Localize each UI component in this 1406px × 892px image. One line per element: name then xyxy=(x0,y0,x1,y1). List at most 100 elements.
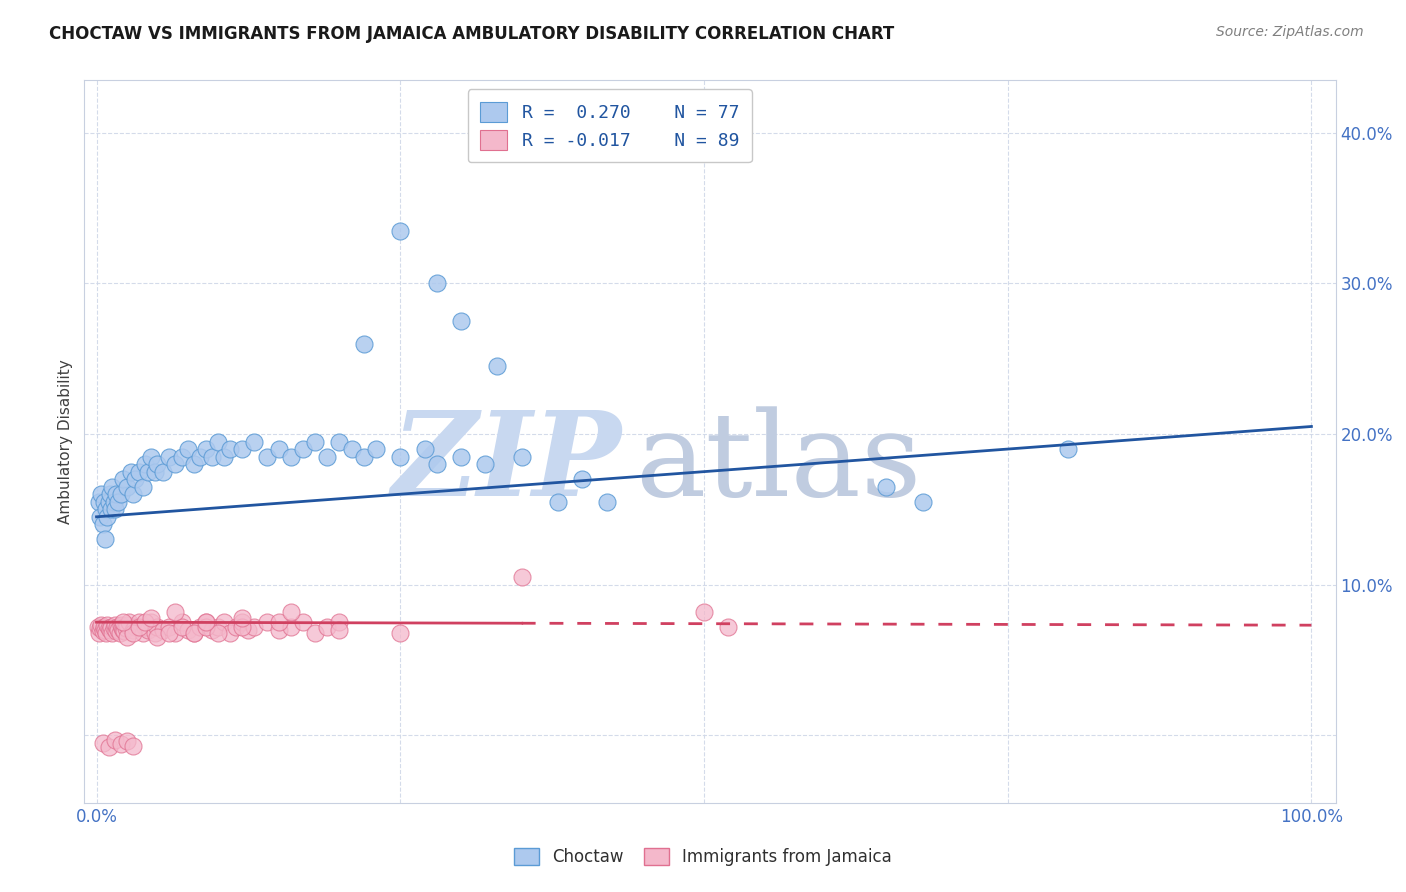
Text: ZIP: ZIP xyxy=(392,406,623,521)
Point xyxy=(104,732,127,747)
Point xyxy=(134,457,156,471)
Point xyxy=(115,630,138,644)
Point xyxy=(292,615,315,630)
Point xyxy=(152,623,174,637)
Point xyxy=(112,623,135,637)
Point xyxy=(110,737,132,751)
Point xyxy=(267,623,290,637)
Point xyxy=(201,450,224,464)
Point xyxy=(353,450,375,464)
Point xyxy=(146,620,169,634)
Point xyxy=(91,735,114,749)
Point xyxy=(353,336,375,351)
Point xyxy=(1057,442,1080,456)
Point xyxy=(94,623,117,637)
Point xyxy=(238,623,260,637)
Point xyxy=(201,623,224,637)
Point xyxy=(101,625,124,640)
Point xyxy=(143,465,166,479)
Point xyxy=(115,734,138,748)
Point xyxy=(104,624,127,639)
Point xyxy=(131,625,153,640)
Point xyxy=(450,450,472,464)
Point xyxy=(96,618,118,632)
Point xyxy=(510,570,533,584)
Point xyxy=(146,457,169,471)
Point xyxy=(141,615,163,630)
Point xyxy=(183,625,205,640)
Point xyxy=(90,618,112,632)
Point xyxy=(115,618,138,632)
Point xyxy=(110,487,132,501)
Point xyxy=(114,624,136,639)
Point xyxy=(389,224,412,238)
Point xyxy=(105,620,128,634)
Point xyxy=(231,610,253,624)
Legend: Choctaw, Immigrants from Jamaica: Choctaw, Immigrants from Jamaica xyxy=(508,841,898,873)
Point xyxy=(93,620,115,634)
Legend: R =  0.270    N = 77, R = -0.017    N = 89: R = 0.270 N = 77, R = -0.017 N = 89 xyxy=(468,89,752,162)
Point xyxy=(212,615,235,630)
Point xyxy=(108,625,131,640)
Point xyxy=(143,625,166,640)
Point xyxy=(96,502,118,516)
Point xyxy=(188,620,211,634)
Text: atlas: atlas xyxy=(636,406,921,521)
Point xyxy=(110,618,132,632)
Point xyxy=(128,615,150,630)
Y-axis label: Ambulatory Disability: Ambulatory Disability xyxy=(58,359,73,524)
Point xyxy=(97,740,120,755)
Point xyxy=(152,465,174,479)
Point xyxy=(87,620,110,634)
Point xyxy=(128,465,150,479)
Point xyxy=(170,450,193,464)
Point xyxy=(104,487,127,501)
Point xyxy=(219,442,242,456)
Point xyxy=(122,623,145,637)
Point xyxy=(89,509,111,524)
Point xyxy=(98,487,121,501)
Point xyxy=(875,480,897,494)
Point xyxy=(243,434,266,449)
Point xyxy=(176,442,198,456)
Point xyxy=(93,494,115,508)
Point xyxy=(225,620,247,634)
Point xyxy=(89,621,111,635)
Point xyxy=(188,450,211,464)
Point xyxy=(292,442,315,456)
Point xyxy=(328,615,350,630)
Point xyxy=(256,450,278,464)
Point xyxy=(207,434,229,449)
Point xyxy=(212,450,235,464)
Point xyxy=(141,610,163,624)
Point xyxy=(547,494,569,508)
Point xyxy=(170,620,193,634)
Point xyxy=(256,615,278,630)
Point xyxy=(194,442,217,456)
Point xyxy=(100,620,122,634)
Point xyxy=(426,277,449,291)
Point xyxy=(280,450,302,464)
Point xyxy=(316,450,339,464)
Point xyxy=(413,442,436,456)
Point xyxy=(87,494,110,508)
Point xyxy=(101,480,124,494)
Point xyxy=(486,359,509,374)
Point xyxy=(340,442,363,456)
Point xyxy=(118,615,141,630)
Point xyxy=(104,618,127,632)
Point xyxy=(717,620,740,634)
Point xyxy=(328,434,350,449)
Point xyxy=(112,615,135,630)
Point xyxy=(124,472,146,486)
Point xyxy=(267,615,290,630)
Point xyxy=(104,502,127,516)
Point xyxy=(97,494,120,508)
Point xyxy=(389,450,412,464)
Point xyxy=(157,450,180,464)
Point xyxy=(115,480,138,494)
Point xyxy=(94,533,117,547)
Point xyxy=(100,502,122,516)
Point xyxy=(304,434,326,449)
Point xyxy=(280,620,302,634)
